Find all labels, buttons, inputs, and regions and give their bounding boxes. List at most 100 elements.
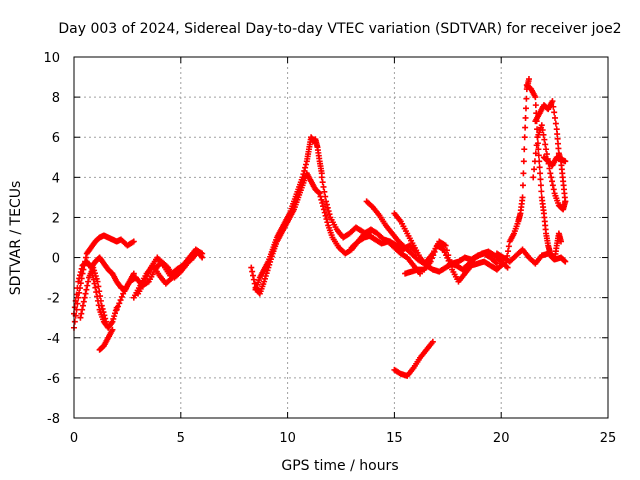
series-track-e	[96, 326, 116, 353]
data-point	[551, 109, 558, 116]
data-point	[523, 95, 530, 102]
data-point	[109, 318, 116, 325]
data-point	[300, 171, 307, 178]
data-point	[505, 243, 512, 250]
y-tick-label: 6	[52, 131, 60, 146]
chart-title: Day 003 of 2024, Sidereal Day-to-day VTE…	[58, 21, 621, 37]
data-point	[542, 141, 549, 148]
data-point	[531, 158, 538, 165]
data-point	[540, 131, 547, 138]
data-point	[325, 208, 332, 215]
data-point	[561, 257, 568, 264]
data-point	[94, 278, 101, 285]
x-tick-label: 25	[600, 431, 617, 446]
data-point	[318, 174, 325, 181]
data-point	[533, 142, 540, 149]
data-point	[443, 247, 450, 254]
x-tick-label: 15	[386, 431, 403, 446]
data-point	[447, 261, 454, 268]
data-point	[532, 150, 539, 157]
data-point	[118, 293, 125, 300]
data-point	[93, 275, 100, 282]
data-point	[74, 285, 81, 292]
y-tick-label: -8	[47, 412, 60, 427]
series-track-a	[71, 232, 137, 331]
x-axis-label: GPS time / hours	[281, 458, 398, 474]
series-track-t	[523, 82, 565, 263]
data-point	[97, 297, 104, 304]
data-point	[532, 102, 539, 109]
data-point	[522, 124, 529, 131]
y-axis-label: SDTVAR / TECUs	[8, 181, 24, 296]
data-point	[315, 189, 322, 196]
data-point	[324, 204, 331, 211]
data-point	[322, 193, 329, 200]
data-point	[82, 290, 89, 297]
y-tick-label: -2	[47, 292, 60, 307]
data-point	[558, 238, 565, 245]
data-point	[73, 291, 80, 298]
data-point	[92, 284, 99, 291]
series-track-j	[252, 134, 325, 293]
data-point	[91, 270, 98, 277]
data-point	[546, 165, 553, 172]
data-point	[324, 219, 331, 226]
data-point	[319, 200, 326, 207]
data-point	[112, 307, 119, 314]
data-point	[552, 120, 559, 127]
data-point	[530, 174, 537, 181]
x-tick-label: 5	[177, 431, 185, 446]
data-point	[77, 314, 84, 321]
data-point	[113, 306, 120, 313]
data-point	[323, 198, 330, 205]
data-point	[76, 275, 83, 282]
data-point	[550, 103, 557, 110]
data-point	[85, 278, 92, 285]
data-point	[534, 126, 541, 133]
data-point	[521, 134, 528, 141]
grid-lines	[74, 57, 608, 418]
x-tick-label: 0	[70, 431, 78, 446]
data-point	[81, 294, 88, 301]
data-point	[249, 272, 256, 279]
data-point	[99, 305, 106, 312]
data-point	[90, 276, 97, 283]
data-point	[261, 278, 268, 285]
data-point	[83, 286, 90, 293]
data-point	[535, 146, 542, 153]
data-point	[95, 283, 102, 290]
data-point	[117, 297, 124, 304]
data-point	[429, 338, 436, 345]
data-point	[323, 201, 330, 208]
data-point	[111, 313, 118, 320]
series-track-g	[130, 248, 206, 301]
y-tick-label: 8	[52, 91, 60, 106]
y-tick-label: -4	[47, 332, 60, 347]
data-point	[522, 105, 529, 112]
data-point	[76, 272, 83, 279]
y-tick-label: 4	[52, 171, 60, 186]
data-point	[100, 309, 107, 316]
data-point	[96, 288, 103, 295]
series-track-i	[248, 170, 374, 297]
y-tick-label: 2	[52, 211, 60, 226]
x-tick-label: 20	[493, 431, 510, 446]
data-point	[78, 310, 85, 317]
data-point	[538, 188, 545, 195]
data-point	[98, 302, 105, 309]
data-point	[318, 196, 325, 203]
data-point	[537, 176, 544, 183]
data-point	[538, 122, 545, 129]
data-point	[316, 190, 323, 197]
series-track-s	[502, 76, 532, 269]
series-track-n	[391, 210, 500, 275]
data-point	[549, 178, 556, 185]
data-point	[321, 209, 328, 216]
data-point	[562, 258, 569, 265]
y-tick-label: 10	[43, 51, 60, 66]
data-point	[102, 315, 109, 322]
data-point	[320, 206, 327, 213]
series-track-h	[135, 246, 206, 297]
series-track-q	[391, 338, 436, 379]
